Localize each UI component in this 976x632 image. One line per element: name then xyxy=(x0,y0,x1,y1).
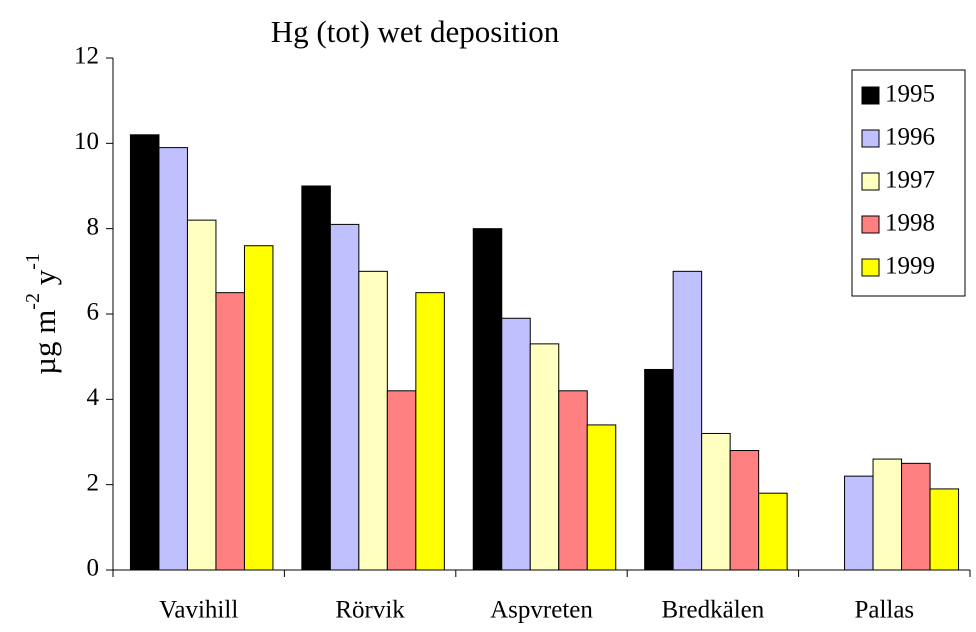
legend-swatch xyxy=(861,215,880,234)
y-axis-label-part: y xyxy=(27,269,62,293)
legend-label: 1996 xyxy=(885,124,935,151)
chart-title: Hg (tot) wet deposition xyxy=(271,14,560,49)
bar xyxy=(472,228,503,571)
legend-label: 1998 xyxy=(885,210,935,237)
x-tick-label: Rörvik xyxy=(335,597,405,624)
x-tick-label: Pallas xyxy=(854,597,914,624)
bar xyxy=(501,317,531,571)
bar xyxy=(358,270,388,571)
bar xyxy=(186,219,217,571)
x-tick-label: Bredkälen xyxy=(662,597,765,624)
bar xyxy=(644,368,674,571)
bar xyxy=(729,450,760,571)
legend-label: 1995 xyxy=(885,81,935,108)
bar xyxy=(586,424,617,571)
bar xyxy=(129,134,160,571)
legend-swatch xyxy=(861,172,880,191)
bar xyxy=(558,390,588,571)
bar xyxy=(901,462,931,571)
bar xyxy=(301,185,331,571)
y-tick-label: 6 xyxy=(87,299,100,326)
y-tick-label: 0 xyxy=(87,555,100,582)
y-tick-label: 12 xyxy=(74,43,99,70)
bar xyxy=(329,223,360,571)
bar xyxy=(929,488,960,571)
bar xyxy=(872,458,903,571)
legend-swatch xyxy=(861,86,880,105)
legend-swatch xyxy=(861,258,880,277)
legend-swatch xyxy=(861,129,880,148)
bar xyxy=(758,492,788,571)
bar xyxy=(529,343,560,571)
bar xyxy=(215,292,245,571)
bar xyxy=(415,292,445,571)
y-tick-label: 10 xyxy=(74,128,99,155)
legend-label: 1997 xyxy=(885,167,935,194)
bar xyxy=(386,390,417,571)
legend-label: 1999 xyxy=(885,253,935,280)
y-axis-label: µg m-2 y-1 xyxy=(22,253,63,375)
bar xyxy=(672,270,703,571)
bar xyxy=(243,245,274,571)
y-tick-label: 4 xyxy=(87,384,100,411)
x-tick-label: Aspvreten xyxy=(490,597,593,624)
bar xyxy=(701,432,731,571)
y-axis-label-sup: -2 xyxy=(22,293,44,310)
y-axis-label-sup: -1 xyxy=(22,253,44,270)
y-tick-label: 2 xyxy=(87,469,100,496)
bar xyxy=(844,475,874,571)
x-tick-label: Vavihill xyxy=(159,597,238,624)
y-tick-label: 8 xyxy=(87,213,100,240)
bar xyxy=(158,147,188,571)
y-axis-label-part: µg m xyxy=(27,310,62,375)
